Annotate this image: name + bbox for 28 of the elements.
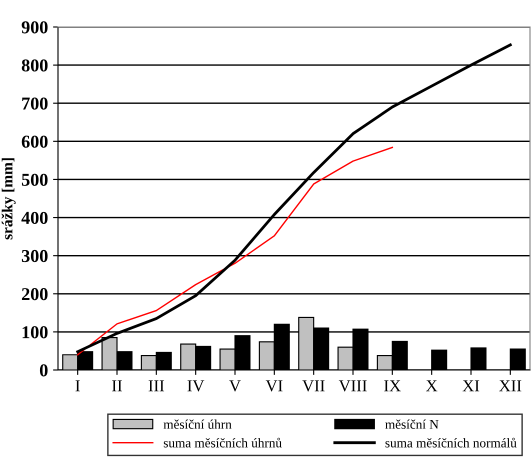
x-tick-label: X: [426, 380, 438, 392]
y-tick-label: 200: [22, 288, 48, 300]
x-tick-label: XI: [462, 380, 480, 392]
x-tick-label: IX: [384, 380, 401, 392]
y-axis-title: srážky [mm]: [2, 158, 16, 240]
x-tick-label: VI: [266, 380, 283, 392]
legend-label: měsíční úhrn: [164, 419, 232, 429]
x-tick-label: II: [112, 380, 122, 392]
y-tick-label: 0: [40, 364, 48, 376]
legend-label: suma měsíčních úhrnů: [164, 438, 282, 448]
x-tick-label: XII: [499, 380, 522, 392]
y-tick-label: 900: [22, 21, 48, 34]
y-tick-label: 600: [22, 136, 48, 148]
x-tick-label: VIII: [338, 380, 367, 392]
y-tick-label: 500: [22, 174, 48, 186]
x-tick-label: III: [148, 380, 164, 392]
y-tick-label: 300: [22, 250, 48, 262]
x-tick-label: V: [229, 380, 241, 392]
x-tick-label: I: [75, 380, 80, 392]
legend-label: měsíční N: [385, 419, 438, 429]
line-series: [76, 146, 394, 356]
y-tick-label: 800: [22, 59, 48, 72]
y-tick-label: 400: [21, 212, 48, 224]
y-tick-label: 700: [22, 97, 48, 110]
x-tick-label: IV: [187, 380, 204, 392]
x-tick-label: VII: [302, 380, 325, 392]
y-tick-label: 100: [22, 326, 48, 338]
legend-label: suma měsíčních normálů: [385, 438, 517, 448]
